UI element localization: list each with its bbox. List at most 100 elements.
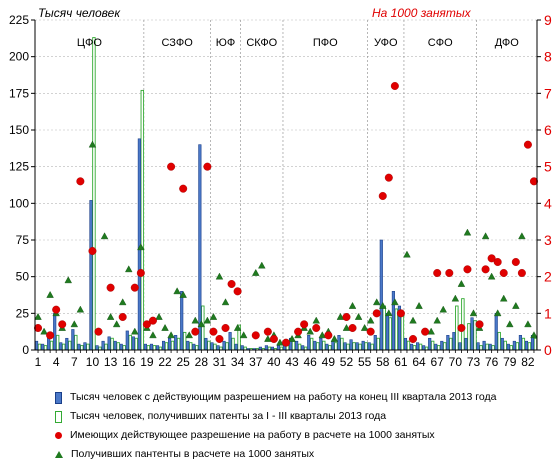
patent-bar <box>467 323 471 351</box>
right-axis-ticks: 0 1 2 3 4 5 6 7 8 9 <box>537 12 552 358</box>
patent-bar <box>364 342 368 351</box>
patent-rate-point <box>100 232 109 240</box>
legend-label: Имеющих действующее разрешение на работу… <box>70 429 435 441</box>
permit-rate-point <box>167 162 176 171</box>
permit-rate-point <box>94 327 103 336</box>
patent-rate-point <box>137 243 145 251</box>
patent-bar <box>116 342 120 351</box>
patent-bar <box>207 340 211 351</box>
patent-rate-point <box>252 268 260 276</box>
patent-rate-point <box>372 298 381 306</box>
permit-bar <box>337 335 341 351</box>
patent-bar <box>430 340 435 351</box>
patent-bar <box>509 345 513 351</box>
patent-rate-point <box>330 334 339 342</box>
patent-bar <box>449 337 453 351</box>
patent-bar <box>134 337 138 351</box>
permit-bar <box>301 345 305 351</box>
permit-bar <box>234 343 238 351</box>
x-tick-label: 58 <box>376 355 390 369</box>
permit-rate-point <box>179 184 188 193</box>
patent-bar <box>521 337 526 351</box>
patent-rate-point <box>427 327 435 335</box>
patent-rate-point <box>258 261 266 269</box>
permit-rate-point <box>203 162 212 171</box>
permit-bar <box>89 200 93 351</box>
x-tick-label: 37 <box>249 355 263 369</box>
region-label: УФО <box>374 37 398 49</box>
patent-rate-point <box>239 331 248 339</box>
permit-bar <box>470 317 474 351</box>
region-label: ЮФ <box>216 37 235 49</box>
permit-rate-point <box>396 309 405 318</box>
left-tick-label: 225 <box>9 13 29 27</box>
permit-bar <box>34 340 39 351</box>
permit-bar <box>119 343 123 351</box>
patent-bar <box>322 340 326 351</box>
permit-rate-point <box>227 280 236 289</box>
permit-rate-point <box>263 327 272 336</box>
region-label: ДФО <box>495 37 520 49</box>
permit-bar <box>313 340 317 351</box>
patent-rate-point <box>161 323 169 331</box>
patent-bar <box>340 337 344 351</box>
patent-rate-point <box>155 312 163 320</box>
patent-bar <box>334 342 338 351</box>
patent-bar <box>376 337 380 351</box>
patent-rate-point <box>288 334 296 342</box>
permit-bar <box>71 329 75 351</box>
permit-bar <box>361 340 365 351</box>
permit-bar <box>59 342 63 351</box>
permit-rate-point <box>52 305 61 314</box>
right-tick-label: 8 <box>544 49 552 65</box>
patent-rate-point <box>76 305 85 313</box>
x-tick-label: 4 <box>53 355 60 369</box>
permit-bar <box>488 343 492 351</box>
region-label: ЦФО <box>77 37 103 49</box>
patent-bar <box>328 345 332 351</box>
patent-bar <box>37 343 42 351</box>
region-label: СЗФО <box>161 37 193 49</box>
right-tick-label: 4 <box>544 195 552 211</box>
permit-bar <box>403 337 408 351</box>
patent-rate-point <box>463 228 472 236</box>
x-tick-label: 1 <box>35 355 42 369</box>
right-tick-label: 9 <box>544 12 552 28</box>
permit-bar <box>500 337 504 351</box>
patent-rate-point <box>524 320 532 328</box>
patent-rate-point <box>197 320 206 328</box>
left-tick-label: 25 <box>16 306 30 320</box>
x-tick-label: 43 <box>285 355 299 369</box>
patent-bar <box>352 342 356 351</box>
patent-bar <box>315 342 320 351</box>
patent-rate-point <box>451 294 460 302</box>
patent-bar <box>104 343 108 351</box>
permit-rate-point <box>312 324 321 333</box>
permit-bar <box>83 342 87 351</box>
patent-rate-point <box>415 301 423 309</box>
patent-bar <box>291 340 296 351</box>
left-tick-label: 200 <box>9 50 29 64</box>
permit-bar <box>319 337 323 351</box>
patent-rate-point <box>179 290 187 298</box>
patent-bar <box>61 343 66 351</box>
x-tick-label: 19 <box>140 355 154 369</box>
patent-rate-point <box>342 323 351 331</box>
patent-bar <box>309 337 314 351</box>
patent-bar <box>503 340 507 351</box>
permit-bar <box>204 337 208 351</box>
permit-bar <box>452 332 456 351</box>
patent-rate-point <box>391 298 399 306</box>
permit-bar <box>295 340 299 351</box>
patent-bar <box>170 340 175 351</box>
permit-rate-point <box>221 324 230 333</box>
region-label: СФО <box>428 37 453 49</box>
patent-rate-point <box>409 316 417 324</box>
patent-rate-point <box>354 312 363 320</box>
patent-rate-point <box>233 323 242 331</box>
permit-bar <box>512 340 516 351</box>
patent-rate-point <box>518 232 526 240</box>
left-tick-label: 50 <box>16 270 30 284</box>
permit-bar <box>349 339 353 351</box>
permit-rate-point <box>342 313 351 322</box>
